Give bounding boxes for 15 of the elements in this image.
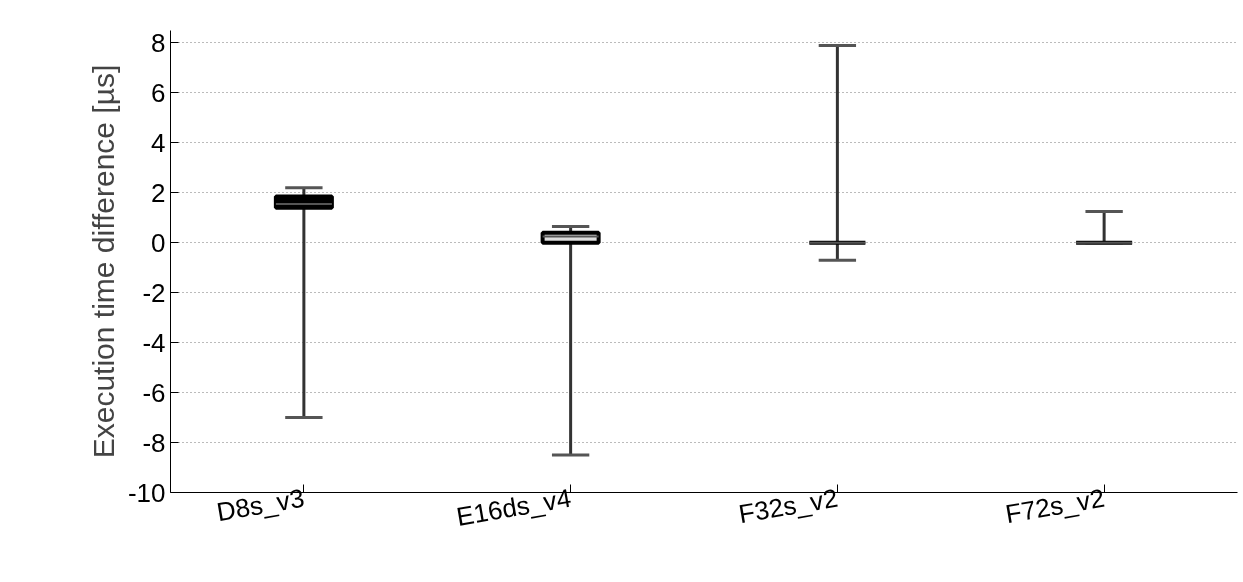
y-tick-label: -8	[142, 427, 166, 458]
y-tick-label: -6	[142, 377, 166, 408]
y-tick-label: 2	[151, 177, 166, 208]
x-tick-label: D8s_v3	[214, 482, 307, 528]
y-tick-label: -4	[142, 327, 166, 358]
x-tick-label: F32s_v2	[736, 482, 840, 530]
y-axis-title: Execution time difference [µs]	[86, 64, 120, 459]
y-tick-label: -10	[127, 477, 166, 508]
y-tick-label: 6	[151, 77, 166, 108]
y-tick-label: 0	[151, 227, 166, 258]
x-tick-label: E16ds_v4	[454, 482, 574, 532]
x-tick-label: F72s_v2	[1003, 482, 1107, 530]
y-tick-label: 8	[151, 27, 166, 58]
y-tick-label: -2	[142, 277, 166, 308]
y-tick-label: 4	[151, 127, 166, 158]
